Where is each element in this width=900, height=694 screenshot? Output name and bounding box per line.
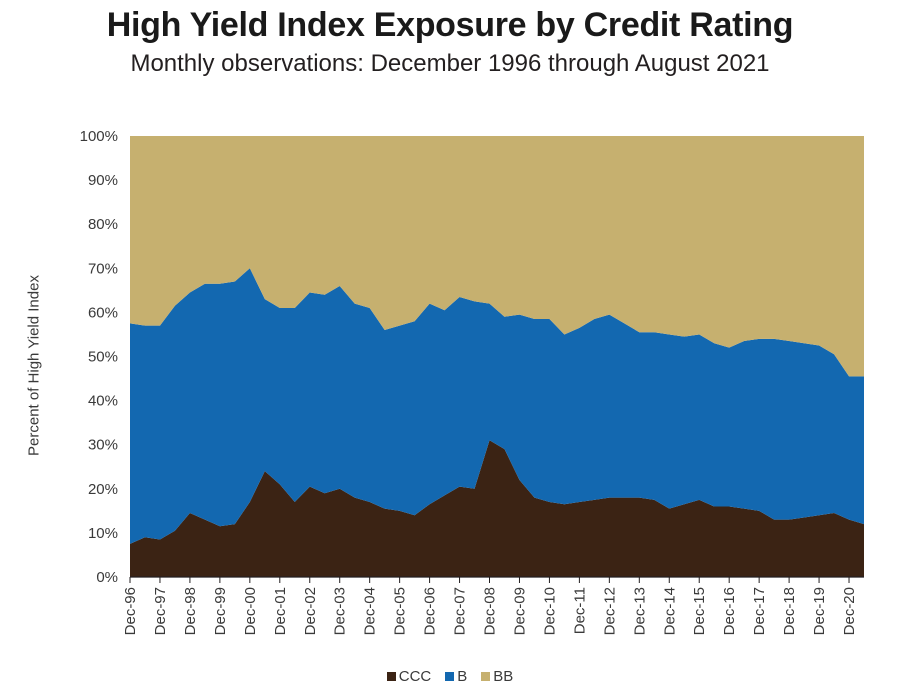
x-tick-label: Dec-14 — [661, 587, 678, 635]
y-tick-label: 60% — [88, 304, 118, 321]
y-tick-label: 80% — [88, 216, 118, 233]
x-tick-label: Dec-12 — [601, 587, 618, 635]
y-tick-label: 30% — [88, 437, 118, 454]
x-tick-label: Dec-18 — [781, 587, 798, 635]
x-tick-label: Dec-10 — [541, 587, 558, 635]
y-tick-label: 90% — [88, 172, 118, 189]
chart-subtitle: Monthly observations: December 1996 thro… — [130, 50, 770, 77]
y-tick-label: 50% — [88, 349, 118, 366]
area-series-b — [130, 268, 864, 544]
legend-label-ccc: CCC — [398, 668, 432, 685]
y-tick-label: 20% — [88, 481, 118, 498]
x-tick-label: Dec-04 — [362, 587, 379, 635]
legend-item-b: B — [445, 668, 467, 685]
x-tick-label: Dec-19 — [811, 587, 828, 635]
y-tick-label: 0% — [96, 569, 118, 586]
x-tick-label: Dec-07 — [452, 587, 469, 635]
x-tick-label: Dec-99 — [212, 587, 229, 635]
x-tick-label: Dec-02 — [302, 587, 319, 635]
x-tick-label: Dec-20 — [841, 587, 858, 635]
y-tick-label: 40% — [88, 393, 118, 410]
legend-swatch-ccc — [386, 672, 396, 681]
area-series-ccc — [130, 440, 864, 577]
x-tick-label: Dec-15 — [691, 587, 708, 635]
legend-swatch-bb — [481, 672, 491, 681]
x-tick-label: Dec-96 — [122, 587, 139, 635]
x-tick-label: Dec-11 — [571, 587, 588, 634]
x-tick-label: Dec-16 — [721, 587, 738, 635]
y-tick-label: 70% — [88, 260, 118, 277]
legend-label-bb: BB — [493, 668, 514, 685]
y-tick-label: 100% — [80, 128, 118, 145]
x-tick-label: Dec-17 — [751, 587, 768, 635]
legend-swatch-b — [445, 672, 455, 681]
legend-label-b: B — [457, 668, 468, 685]
area-series-bb — [130, 136, 864, 377]
legend-item-bb: BB — [481, 668, 513, 685]
x-tick-label: Dec-08 — [482, 587, 499, 635]
x-tick-label: Dec-05 — [392, 587, 409, 635]
x-tick-label: Dec-06 — [422, 587, 439, 635]
y-axis-label: Percent of High Yield Index — [25, 275, 43, 456]
legend-item-ccc: CCC — [386, 668, 432, 685]
legend: CCC B BB — [0, 668, 900, 685]
x-tick-label: Dec-03 — [332, 587, 349, 635]
x-tick-label: Dec-00 — [242, 587, 259, 635]
x-tick-label: Dec-01 — [272, 587, 289, 635]
y-tick-label: 10% — [88, 525, 118, 542]
x-tick-label: Dec-13 — [631, 587, 648, 635]
x-tick-label: Dec-09 — [511, 587, 528, 635]
x-tick-label: Dec-98 — [182, 587, 199, 635]
chart-title: High Yield Index Exposure by Credit Rati… — [106, 6, 794, 44]
x-tick-label: Dec-97 — [152, 587, 169, 635]
